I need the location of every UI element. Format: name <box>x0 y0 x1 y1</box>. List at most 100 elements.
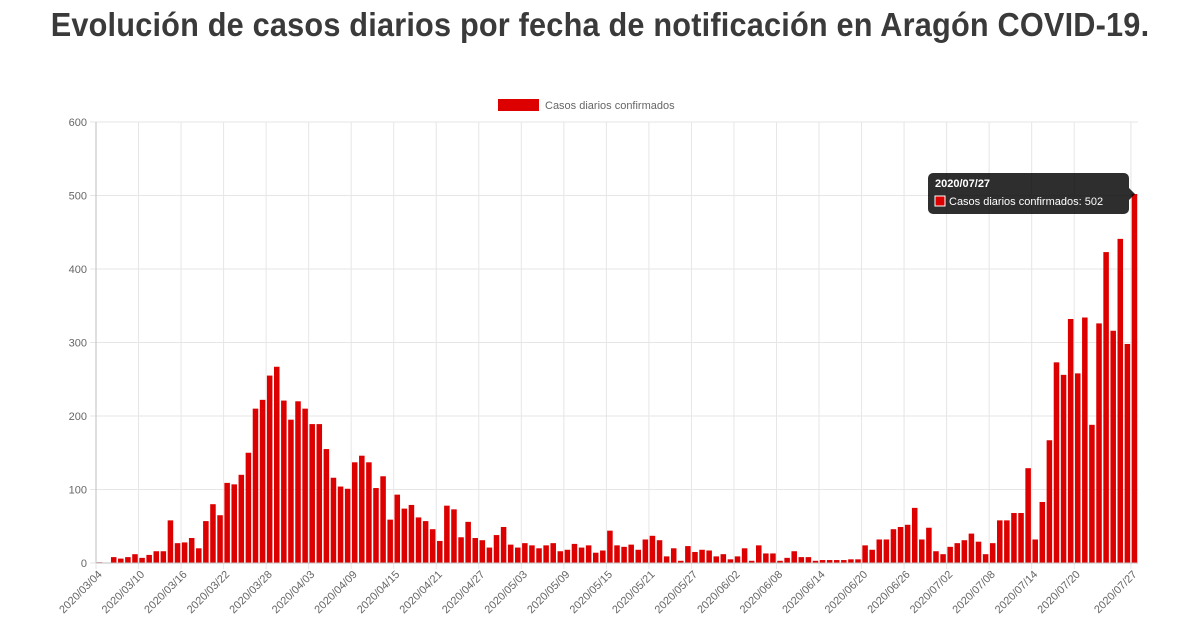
bar[interactable] <box>628 544 634 563</box>
bar[interactable] <box>1011 513 1017 563</box>
bar[interactable] <box>252 408 259 563</box>
bar[interactable] <box>904 524 911 563</box>
bar[interactable] <box>1117 238 1124 564</box>
bar[interactable] <box>607 530 613 563</box>
bar[interactable] <box>1053 362 1060 563</box>
bar[interactable] <box>493 535 500 563</box>
bar[interactable] <box>862 545 868 563</box>
bar[interactable] <box>685 546 691 563</box>
bar[interactable] <box>940 554 946 563</box>
bar[interactable] <box>110 557 117 563</box>
bar[interactable] <box>1074 373 1081 563</box>
bar[interactable] <box>678 560 684 563</box>
bar[interactable] <box>670 548 677 563</box>
bar[interactable] <box>656 540 663 563</box>
bar[interactable] <box>1039 501 1046 563</box>
bar[interactable] <box>429 529 436 563</box>
bar[interactable] <box>1067 318 1074 563</box>
bar[interactable] <box>458 537 464 563</box>
bar[interactable] <box>1103 252 1109 563</box>
bar[interactable] <box>266 375 273 563</box>
bar[interactable] <box>231 484 237 563</box>
bar[interactable] <box>756 545 762 563</box>
bar[interactable] <box>919 539 925 563</box>
bar[interactable] <box>585 545 592 563</box>
bar[interactable] <box>245 452 252 563</box>
bar[interactable] <box>926 527 932 563</box>
bar[interactable] <box>160 551 167 563</box>
bar[interactable] <box>997 520 1003 563</box>
bar[interactable] <box>592 552 599 563</box>
bar[interactable] <box>1018 513 1024 563</box>
bar[interactable] <box>812 560 819 563</box>
bar[interactable] <box>1096 323 1102 563</box>
bar[interactable] <box>1089 424 1095 563</box>
bar[interactable] <box>550 543 556 563</box>
bar[interactable] <box>146 554 152 563</box>
bar[interactable] <box>805 557 812 563</box>
bar[interactable] <box>897 526 904 563</box>
bar[interactable] <box>734 556 741 563</box>
bar[interactable] <box>571 543 578 563</box>
bar[interactable] <box>649 535 656 563</box>
bar[interactable] <box>132 554 138 563</box>
bar[interactable] <box>259 399 266 563</box>
bar[interactable] <box>500 526 507 563</box>
bar[interactable] <box>954 543 961 563</box>
bar[interactable] <box>989 543 996 563</box>
bar[interactable] <box>224 482 230 563</box>
bar[interactable] <box>167 520 174 563</box>
bar[interactable] <box>465 521 471 563</box>
bar[interactable] <box>763 553 769 563</box>
bar[interactable] <box>614 545 620 563</box>
bar[interactable] <box>1004 520 1010 563</box>
bar[interactable] <box>366 462 372 563</box>
bar[interactable] <box>408 504 415 563</box>
bar[interactable] <box>118 558 124 563</box>
bar[interactable] <box>507 544 514 563</box>
bar[interactable] <box>578 547 585 563</box>
bar[interactable] <box>706 550 712 563</box>
bar[interactable] <box>841 560 847 563</box>
bar[interactable] <box>699 549 705 563</box>
bar[interactable] <box>543 545 549 563</box>
bar[interactable] <box>961 540 968 563</box>
bar[interactable] <box>1124 343 1131 563</box>
bar[interactable] <box>848 559 854 563</box>
bar[interactable] <box>1060 374 1067 563</box>
bar[interactable] <box>720 554 727 563</box>
bar[interactable] <box>1110 330 1116 563</box>
bar[interactable] <box>153 551 160 563</box>
bar[interactable] <box>1131 194 1138 563</box>
bar[interactable] <box>798 557 805 563</box>
bar[interactable] <box>125 557 131 563</box>
bar[interactable] <box>536 548 542 563</box>
bar[interactable] <box>486 547 493 563</box>
bar[interactable] <box>982 554 989 563</box>
bar[interactable] <box>394 494 401 563</box>
bar[interactable] <box>415 517 422 563</box>
bar[interactable] <box>139 557 145 563</box>
chart-legend[interactable]: Casos diarios confirmados <box>498 99 675 112</box>
bar[interactable] <box>387 519 393 563</box>
bar[interactable] <box>748 560 755 563</box>
bar[interactable] <box>1082 317 1088 563</box>
bar[interactable] <box>373 488 379 563</box>
bar[interactable] <box>933 551 939 563</box>
bar[interactable] <box>401 508 408 563</box>
bar[interactable] <box>422 521 429 563</box>
bar[interactable] <box>174 543 181 563</box>
bar[interactable] <box>196 548 202 563</box>
bar[interactable] <box>238 474 245 563</box>
bar[interactable] <box>784 557 790 563</box>
bar[interactable] <box>351 462 358 563</box>
bar[interactable] <box>663 556 670 563</box>
bar[interactable] <box>529 545 535 563</box>
bar[interactable] <box>869 549 875 563</box>
bar[interactable] <box>479 540 486 563</box>
bar[interactable] <box>890 529 897 563</box>
bar[interactable] <box>380 476 386 563</box>
bar[interactable] <box>337 486 344 563</box>
bar[interactable] <box>188 538 195 563</box>
bar[interactable] <box>692 551 698 563</box>
